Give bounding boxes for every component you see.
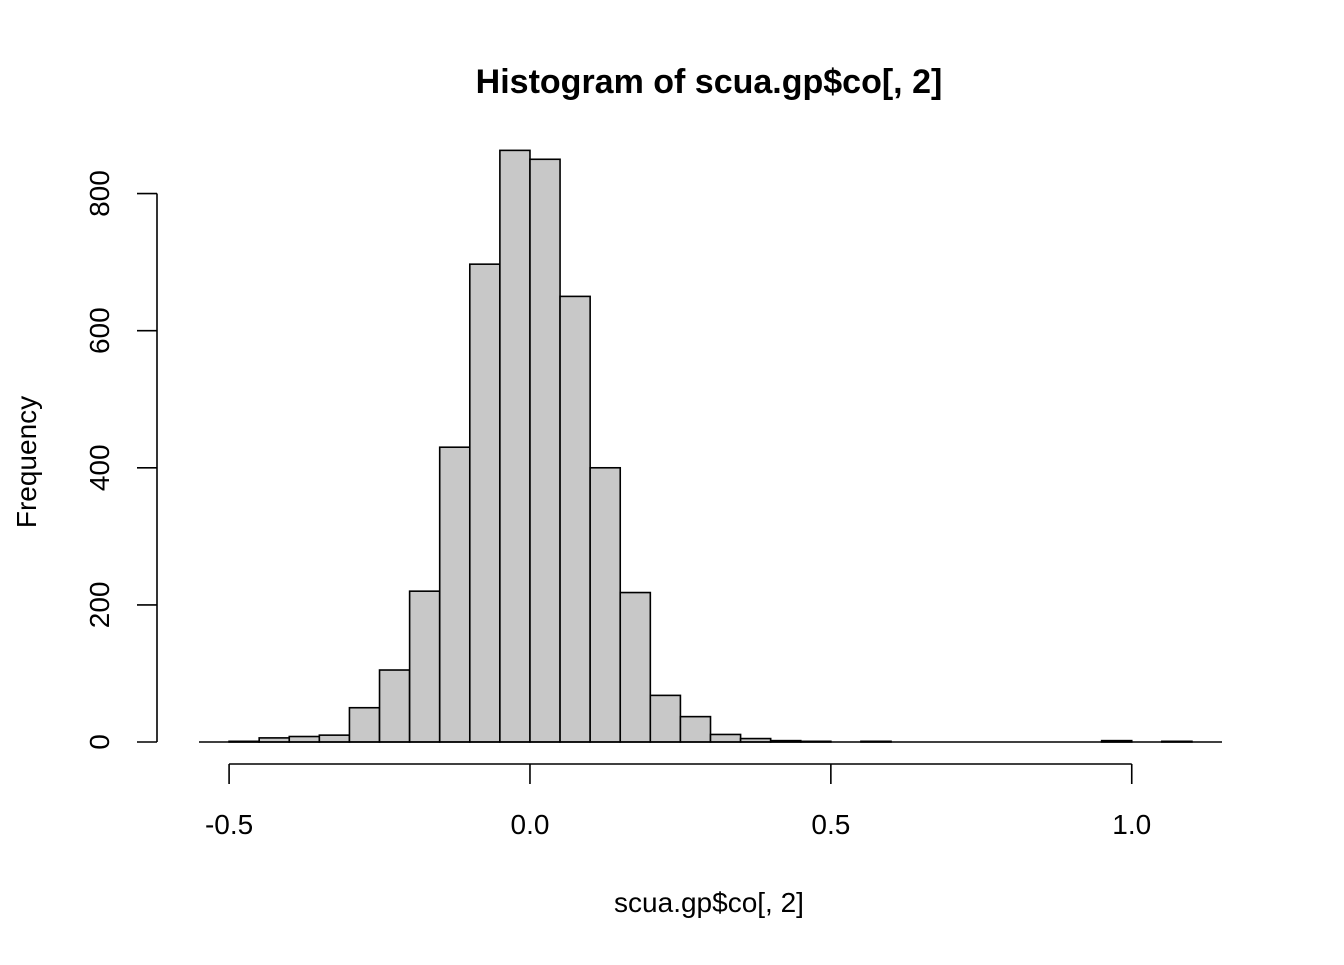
histogram-bar-5 bbox=[348, 706, 381, 743]
histogram-bar-7 bbox=[408, 590, 441, 743]
x-tick-label: 0.5 bbox=[811, 809, 850, 840]
y-tick-label: 600 bbox=[84, 307, 115, 354]
histogram-bars bbox=[228, 149, 1193, 743]
histogram-bar-12 bbox=[559, 295, 591, 743]
chart-title: Histogram of scua.gp$co[, 2] bbox=[476, 63, 943, 101]
histogram-bar-14 bbox=[619, 591, 652, 743]
x-tick-label: 1.0 bbox=[1112, 809, 1151, 840]
y-axis-label: Frequency bbox=[11, 396, 42, 528]
x-axis-label: scua.gp$co[, 2] bbox=[614, 887, 804, 918]
x-tick-label: -0.5 bbox=[205, 809, 253, 840]
histogram-bar-15 bbox=[649, 694, 682, 743]
y-axis: 0 200 400 600 800 bbox=[84, 170, 158, 750]
histogram-bar-10 bbox=[499, 149, 531, 743]
histogram-bar-3 bbox=[288, 735, 321, 743]
histogram-bar-17 bbox=[709, 733, 742, 743]
histogram-bar-9 bbox=[468, 263, 501, 743]
histogram-bar-4 bbox=[318, 734, 351, 743]
y-tick-label: 400 bbox=[84, 444, 115, 491]
x-axis: -0.5 0.0 0.5 1.0 bbox=[205, 763, 1151, 840]
y-tick-label: 0 bbox=[84, 734, 115, 750]
histogram-bar-11 bbox=[529, 158, 561, 743]
histogram-bar-16 bbox=[679, 715, 712, 743]
histogram-bar-8 bbox=[438, 446, 471, 743]
x-tick-label: 0.0 bbox=[511, 809, 550, 840]
y-tick-label: 200 bbox=[84, 582, 115, 629]
histogram-bar-6 bbox=[378, 669, 411, 743]
y-tick-label: 800 bbox=[84, 170, 115, 217]
histogram-bar-13 bbox=[589, 466, 622, 743]
